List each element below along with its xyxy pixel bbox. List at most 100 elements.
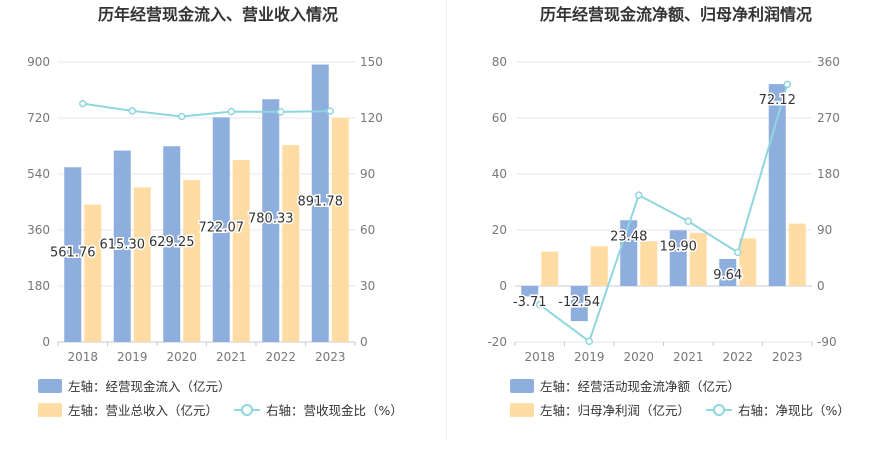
x-axis-tick-label: 2023 xyxy=(315,350,346,364)
bar-data-label: 615.30 xyxy=(100,237,146,252)
legend-label: 左轴：经营活动现金流净额（亿元） xyxy=(540,379,740,394)
right-axis-tick-label: 90 xyxy=(360,167,375,181)
bar-primary xyxy=(163,146,181,342)
legend-label: 左轴：经营现金流入（亿元） xyxy=(68,379,231,394)
x-axis-tick-label: 2023 xyxy=(772,350,803,364)
bar-data-label: 780.33 xyxy=(248,212,294,227)
chart-title: 历年经营现金流净额、归母净利润情况 xyxy=(540,5,812,24)
bar-data-label: 9.64 xyxy=(713,268,742,283)
right-axis-tick-label: 120 xyxy=(360,111,383,125)
legend-line-marker xyxy=(713,404,726,416)
right-axis-tick-label: 90 xyxy=(817,223,832,237)
x-axis-tick-label: 2022 xyxy=(722,350,753,364)
right-axis-tick-label: 360 xyxy=(817,55,840,69)
left-axis-tick-label: 360 xyxy=(27,223,50,237)
bar-secondary xyxy=(183,179,201,342)
left-axis-tick-label: 20 xyxy=(492,223,507,237)
x-axis-tick-label: 2020 xyxy=(623,350,654,364)
ratio-point xyxy=(326,107,334,115)
ratio-point xyxy=(684,217,692,226)
bar-data-label: 629.25 xyxy=(149,235,195,250)
bar-data-label: 561.76 xyxy=(50,246,96,261)
chart-title: 历年经营现金流入、营业收入情况 xyxy=(98,5,338,24)
right-axis-tick-label: 60 xyxy=(360,223,375,237)
x-axis-tick-label: 2018 xyxy=(67,350,98,364)
bar-primary xyxy=(719,259,737,286)
right-axis-tick-label: 0 xyxy=(360,335,368,349)
bar-primary xyxy=(262,99,280,342)
right-axis-tick-label: -90 xyxy=(817,335,837,349)
ratio-point xyxy=(783,80,791,89)
ratio-point xyxy=(178,112,186,121)
x-axis-tick-label: 2021 xyxy=(216,350,247,364)
bar-secondary xyxy=(689,232,707,286)
ratio-point xyxy=(277,108,285,116)
left-axis-tick-label: 0 xyxy=(499,279,507,293)
bar-data-label: 722.07 xyxy=(199,221,245,236)
x-axis-tick-label: 2022 xyxy=(265,350,296,364)
bar-primary xyxy=(64,167,82,342)
left-axis-tick-label: 0 xyxy=(42,335,50,349)
bar-data-label: 23.48 xyxy=(610,229,647,244)
bar-secondary xyxy=(331,117,349,342)
bar-secondary xyxy=(84,204,102,342)
ratio-point xyxy=(227,107,235,116)
bar-data-label: -3.71 xyxy=(513,295,547,310)
left-axis-tick-label: 40 xyxy=(492,167,507,181)
bar-primary xyxy=(521,286,539,297)
legend-line-marker xyxy=(241,404,254,416)
left-axis-tick-label: 180 xyxy=(27,279,50,293)
bar-primary xyxy=(570,286,588,322)
bar-secondary xyxy=(590,246,608,286)
bar-secondary xyxy=(282,145,300,342)
left-axis-tick-label: -20 xyxy=(487,335,507,349)
bar-primary xyxy=(768,84,786,287)
legend-swatch-primary xyxy=(38,379,62,393)
legend-label: 左轴：归母净利润（亿元） xyxy=(540,403,690,418)
bar-secondary xyxy=(739,238,757,286)
left-axis-tick-label: 540 xyxy=(27,167,50,181)
ratio-point xyxy=(585,337,593,346)
left-axis-tick-label: 60 xyxy=(492,111,507,125)
bar-primary xyxy=(212,117,230,342)
bar-primary xyxy=(113,150,131,342)
bar-secondary xyxy=(541,251,559,286)
legend-label: 右轴：营收现金比（%） xyxy=(266,403,403,418)
x-axis-tick-label: 2018 xyxy=(524,350,555,364)
bar-data-label: 72.12 xyxy=(759,93,796,108)
ratio-line xyxy=(82,102,331,118)
bar-primary xyxy=(311,64,329,342)
legend-swatch-secondary xyxy=(38,403,62,417)
x-axis-tick-label: 2019 xyxy=(117,350,148,364)
bar-secondary xyxy=(788,223,806,286)
legend-swatch-secondary xyxy=(510,403,534,417)
x-axis-tick-label: 2019 xyxy=(574,350,605,364)
bar-secondary xyxy=(640,241,658,286)
legend-swatch-primary xyxy=(510,379,534,393)
ratio-point xyxy=(128,107,136,115)
bar-data-label: 19.90 xyxy=(660,239,697,254)
right-axis-tick-label: 270 xyxy=(817,111,840,125)
right-axis-tick-label: 30 xyxy=(360,279,375,293)
bar-data-label: -12.54 xyxy=(558,295,600,310)
left-axis-tick-label: 900 xyxy=(27,55,50,69)
bar-data-label: 891.78 xyxy=(298,194,344,209)
left-axis-tick-label: 720 xyxy=(27,111,50,125)
left-axis-tick-label: 80 xyxy=(492,55,507,69)
ratio-point xyxy=(79,99,87,108)
x-axis-tick-label: 2020 xyxy=(166,350,197,364)
ratio-line xyxy=(539,84,789,343)
ratio-point xyxy=(635,191,643,199)
bar-secondary xyxy=(232,160,250,342)
panel-divider xyxy=(446,0,447,440)
ratio-point xyxy=(536,300,544,309)
right-axis-tick-label: 150 xyxy=(360,55,383,69)
bar-primary xyxy=(669,230,687,286)
x-axis-tick-label: 2021 xyxy=(673,350,704,364)
right-axis-tick-label: 180 xyxy=(817,167,840,181)
bar-secondary xyxy=(133,187,151,342)
ratio-point xyxy=(734,248,742,257)
legend-label: 左轴：营业总收入（亿元） xyxy=(68,403,218,418)
